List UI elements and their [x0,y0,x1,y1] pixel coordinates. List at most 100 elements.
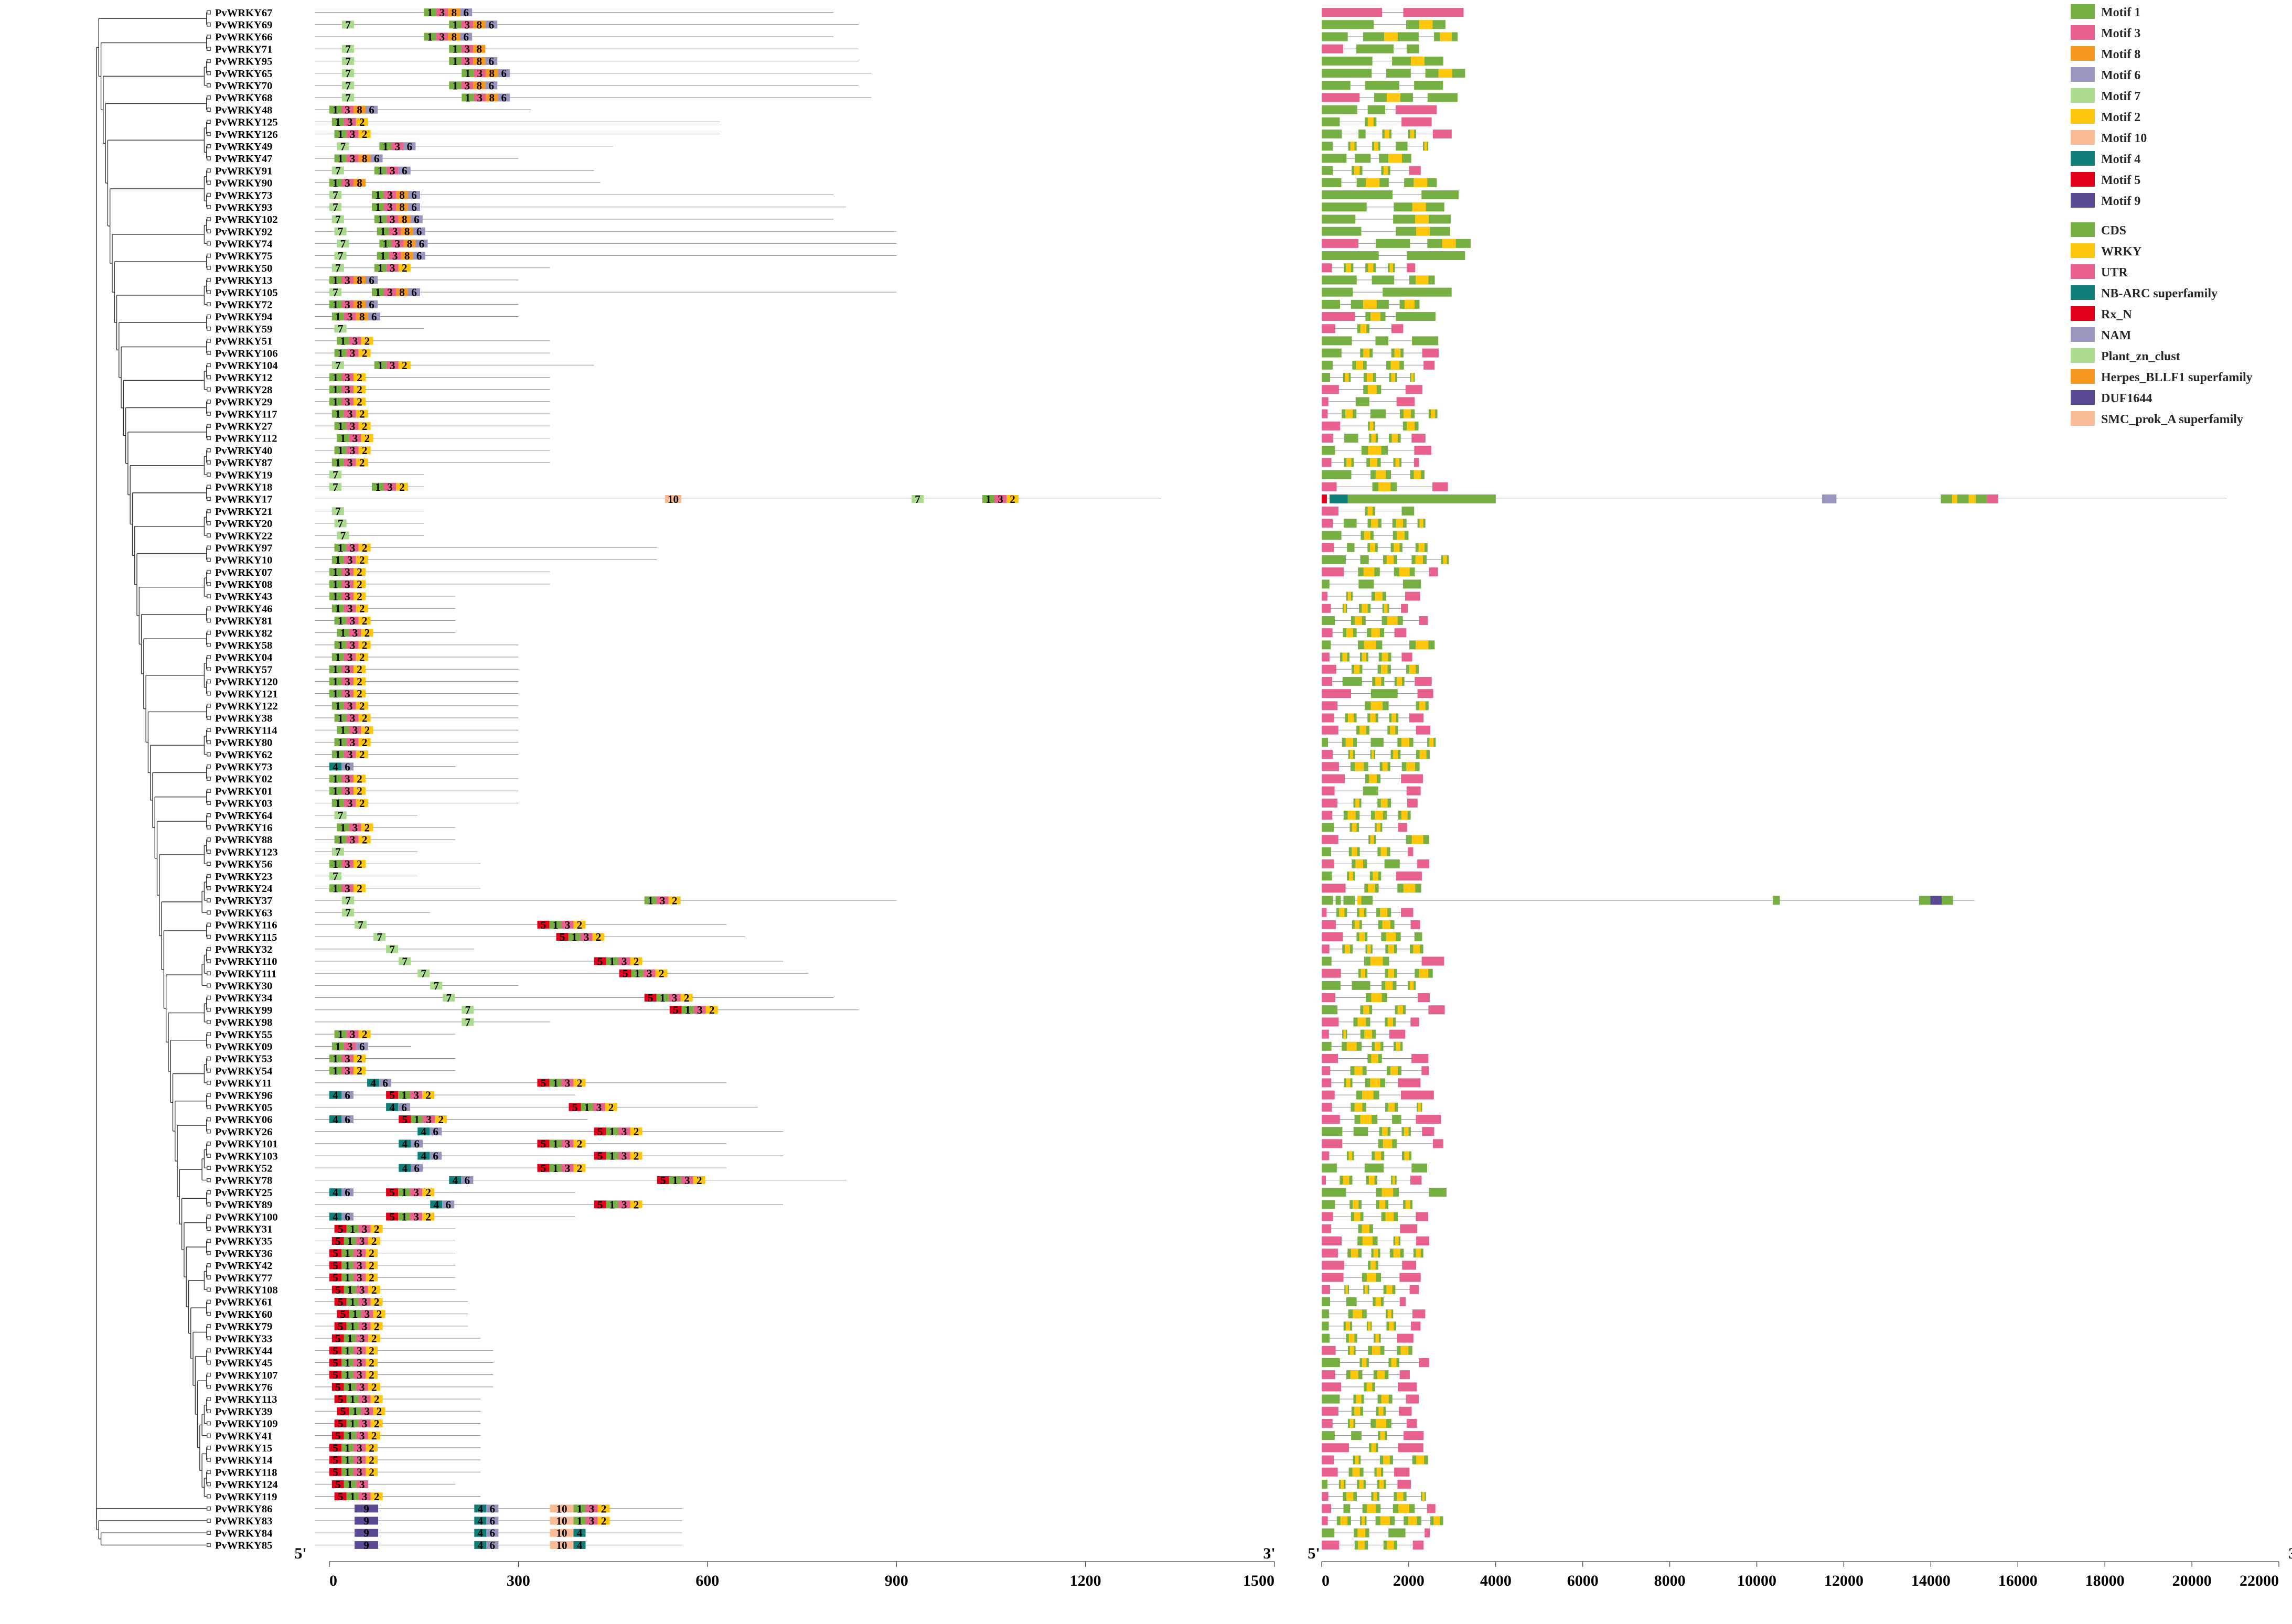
svg-text:7: 7 [465,1016,471,1028]
svg-text:5: 5 [597,955,603,967]
svg-text:PvWRKY82: PvWRKY82 [215,628,272,639]
svg-text:3: 3 [362,1320,368,1332]
svg-text:PvWRKY122: PvWRKY122 [215,701,278,712]
svg-text:2: 2 [362,1028,368,1041]
svg-text:5: 5 [338,1393,344,1406]
svg-text:2: 2 [374,1417,380,1430]
svg-text:2: 2 [357,566,362,578]
svg-text:3: 3 [347,408,353,421]
svg-text:4: 4 [453,1174,458,1187]
svg-text:2: 2 [357,383,362,396]
svg-text:3: 3 [413,1089,419,1102]
svg-text:1: 1 [333,177,338,189]
svg-text:1: 1 [338,128,344,141]
svg-text:3: 3 [365,1308,370,1320]
svg-text:1: 1 [375,189,381,201]
svg-text:PvWRKY88: PvWRKY88 [215,834,272,846]
svg-text:3: 3 [362,1296,368,1308]
svg-text:4: 4 [333,1113,338,1126]
svg-text:5: 5 [333,1466,338,1479]
svg-text:6: 6 [369,104,374,116]
svg-text:5: 5 [333,1454,338,1467]
svg-text:3: 3 [387,286,393,299]
svg-text:1: 1 [635,967,640,980]
svg-text:2: 2 [634,1150,639,1163]
svg-text:PvWRKY90: PvWRKY90 [215,178,272,189]
svg-text:6: 6 [501,67,507,80]
svg-text:6: 6 [489,55,495,68]
svg-text:1: 1 [338,542,344,554]
svg-text:6: 6 [411,201,417,213]
svg-text:3: 3 [365,1405,370,1418]
svg-text:PvWRKY111: PvWRKY111 [215,968,276,980]
svg-text:PvWRKY106: PvWRKY106 [215,348,278,359]
svg-text:5: 5 [333,1357,338,1369]
svg-text:UTR: UTR [2101,266,2128,279]
svg-text:PvWRKY59: PvWRKY59 [215,324,272,335]
svg-text:22000: 22000 [2240,1572,2279,1589]
svg-text:7: 7 [333,286,338,299]
svg-text:7: 7 [421,967,426,980]
svg-text:4: 4 [389,1101,395,1114]
svg-text:PvWRKY47: PvWRKY47 [215,153,272,165]
svg-text:6: 6 [463,6,469,19]
svg-text:1: 1 [685,1004,691,1016]
svg-text:12000: 12000 [1824,1572,1863,1589]
svg-text:5: 5 [338,1320,344,1332]
svg-text:1: 1 [338,420,344,433]
svg-text:2: 2 [357,858,362,870]
svg-text:1: 1 [338,639,344,651]
svg-text:7: 7 [345,55,351,68]
svg-text:PvWRKY63: PvWRKY63 [215,907,272,919]
svg-text:20000: 20000 [2172,1572,2212,1589]
svg-text:3: 3 [350,542,356,554]
svg-text:1: 1 [340,627,346,639]
svg-text:3: 3 [350,128,356,141]
svg-text:PvWRKY61: PvWRKY61 [215,1297,272,1308]
svg-text:1: 1 [333,1052,338,1065]
svg-text:3: 3 [345,675,350,688]
svg-text:PvWRKY117: PvWRKY117 [215,408,277,420]
svg-text:2: 2 [362,444,368,457]
svg-text:1: 1 [333,687,338,700]
svg-text:2: 2 [357,578,362,590]
svg-text:3: 3 [395,140,401,153]
svg-text:6: 6 [345,760,350,773]
svg-text:NB-ARC superfamily: NB-ARC superfamily [2101,287,2218,300]
svg-text:3: 3 [465,55,470,68]
svg-text:PvWRKY92: PvWRKY92 [215,226,272,238]
svg-text:1: 1 [335,408,341,421]
svg-text:8000: 8000 [1654,1572,1686,1589]
svg-text:5: 5 [623,967,628,980]
svg-text:PvWRKY67: PvWRKY67 [215,7,272,19]
svg-text:Motif 9: Motif 9 [2101,195,2140,208]
svg-text:Motif 4: Motif 4 [2101,153,2140,166]
svg-text:3: 3 [345,773,350,786]
svg-text:1: 1 [352,1308,358,1320]
svg-text:1: 1 [333,785,338,798]
svg-text:PvWRKY73: PvWRKY73 [215,190,272,201]
svg-text:10: 10 [668,493,679,506]
svg-text:2: 2 [357,675,362,688]
svg-text:1: 1 [333,566,338,578]
svg-text:PvWRKY54: PvWRKY54 [215,1066,272,1077]
svg-text:6: 6 [414,1137,420,1150]
svg-text:3: 3 [350,444,356,457]
svg-text:3: 3 [998,493,1003,506]
svg-text:1200: 1200 [1070,1572,1101,1589]
svg-text:7: 7 [338,809,344,822]
svg-text:PvWRKY26: PvWRKY26 [215,1126,272,1138]
svg-text:3: 3 [596,1101,602,1114]
svg-text:PvWRKY13: PvWRKY13 [215,275,272,286]
svg-text:3: 3 [350,736,356,749]
svg-text:PvWRKY43: PvWRKY43 [215,591,272,603]
svg-text:1: 1 [660,992,666,1004]
svg-text:1: 1 [338,736,344,749]
svg-text:8: 8 [399,189,405,201]
svg-text:PvWRKY49: PvWRKY49 [215,141,272,153]
svg-text:5: 5 [597,1198,603,1211]
svg-text:3: 3 [426,1113,432,1126]
svg-text:2: 2 [369,1442,374,1454]
svg-text:PvWRKY21: PvWRKY21 [215,506,272,518]
svg-text:2: 2 [362,639,368,651]
